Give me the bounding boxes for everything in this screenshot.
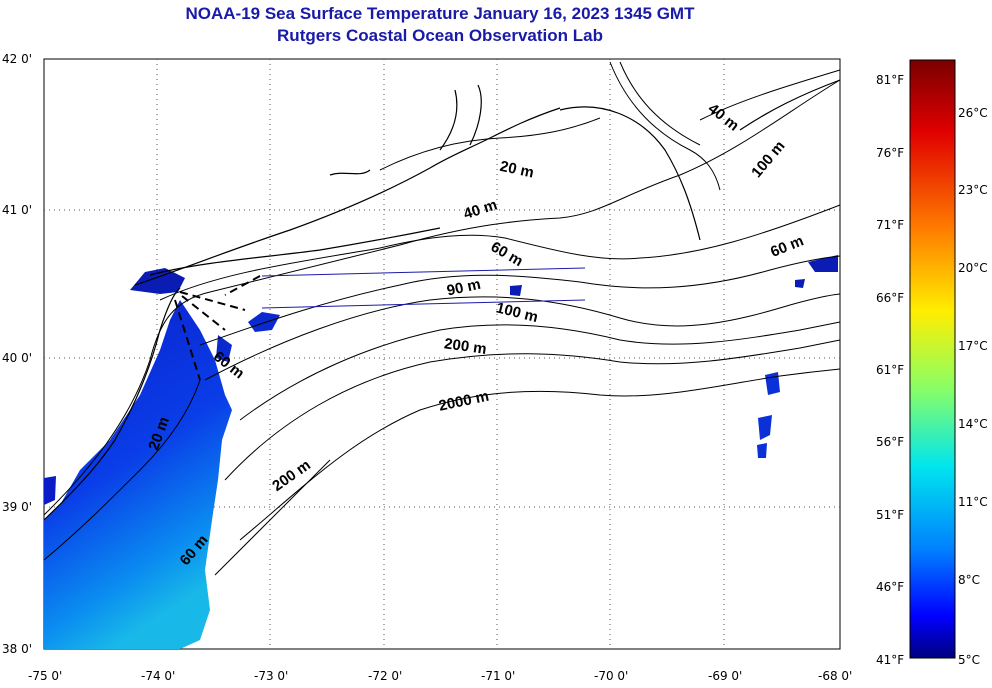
longitude-axis: -75 0' -74 0' -73 0' -72 0' -71 0' -70 0… <box>28 669 852 683</box>
contour-label: 200 m <box>443 335 487 358</box>
lat-tick-label: 41 0' <box>2 203 32 217</box>
celsius-tick-label: 11°C <box>958 495 988 509</box>
fahrenheit-tick-label: 51°F <box>876 508 904 522</box>
shipping-lanes <box>261 267 586 309</box>
lat-tick-label: 38 0' <box>2 642 32 656</box>
fahrenheit-tick-label: 66°F <box>876 291 904 305</box>
contour-label: 20 m <box>498 158 535 182</box>
lon-tick-label: -75 0' <box>28 669 62 683</box>
contour-label: 90 m <box>445 276 482 300</box>
lon-tick-label: -74 0' <box>141 669 175 683</box>
fahrenheit-tick-label: 81°F <box>876 73 904 87</box>
celsius-tick-label: 26°C <box>958 106 988 120</box>
lon-tick-label: -68 0' <box>818 669 852 683</box>
lon-tick-label: -70 0' <box>594 669 628 683</box>
celsius-tick-label: 20°C <box>958 261 988 275</box>
celsius-tick-label: 23°C <box>958 183 988 197</box>
map-title: NOAA-19 Sea Surface Temperature January … <box>185 4 695 23</box>
fahrenheit-tick-label: 56°F <box>876 435 904 449</box>
celsius-tick-label: 8°C <box>958 573 980 587</box>
fahrenheit-tick-label: 41°F <box>876 653 904 667</box>
fahrenheit-tick-label: 61°F <box>876 363 904 377</box>
coastline <box>43 79 841 521</box>
lat-tick-label: 40 0' <box>2 351 32 365</box>
bathymetry-contours <box>43 61 841 576</box>
celsius-tick-label: 14°C <box>958 417 988 431</box>
fahrenheit-tick-label: 76°F <box>876 146 904 160</box>
fahrenheit-tick-label: 46°F <box>876 580 904 594</box>
colorbar-scale <box>909 59 956 659</box>
colorbar-fahrenheit-ticks: 81°F 76°F 71°F 66°F 61°F 56°F 51°F 46°F … <box>876 73 904 667</box>
lat-tick-label: 42 0' <box>2 52 32 66</box>
fahrenheit-tick-label: 71°F <box>876 218 904 232</box>
colorbar-celsius-ticks: 26°C 23°C 20°C 17°C 14°C 11°C 8°C 5°C <box>958 106 988 667</box>
colorbar: 81°F 76°F 71°F 66°F 61°F 56°F 51°F 46°F … <box>876 59 988 667</box>
celsius-tick-label: 17°C <box>958 339 988 353</box>
lon-tick-label: -69 0' <box>708 669 742 683</box>
map-subtitle: Rutgers Coastal Ocean Observation Lab <box>277 26 603 45</box>
latitude-axis: 42 0' 41 0' 40 0' 39 0' 38 0' <box>2 52 32 656</box>
sst-data <box>44 255 838 649</box>
celsius-tick-label: 5°C <box>958 653 980 667</box>
lon-tick-label: -72 0' <box>368 669 402 683</box>
dashed-routes <box>174 275 261 381</box>
lon-tick-label: -73 0' <box>254 669 288 683</box>
lon-tick-label: -71 0' <box>481 669 515 683</box>
lat-tick-label: 39 0' <box>2 500 32 514</box>
